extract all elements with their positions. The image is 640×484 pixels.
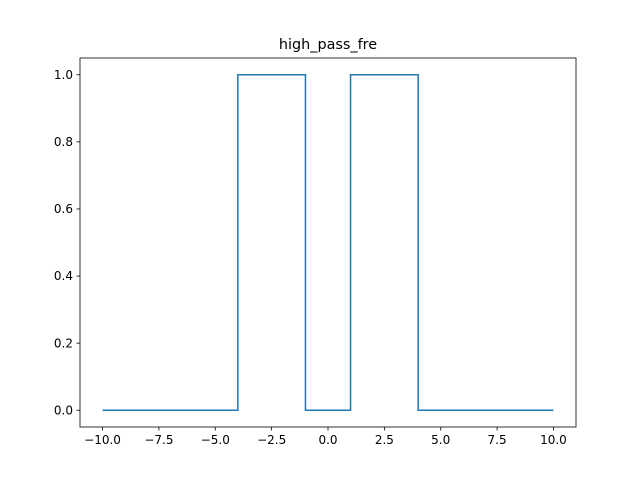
y-tick-label: 0.0 [54, 403, 73, 417]
x-tick-label: 0.0 [318, 433, 337, 447]
y-tick-label: 0.2 [54, 336, 73, 350]
x-tick-label: 10.0 [540, 433, 567, 447]
chart-title: high_pass_fre [279, 37, 377, 53]
y-tick-label: 0.6 [54, 202, 73, 216]
x-tick-label: 5.0 [431, 433, 450, 447]
x-tick-label: −10.0 [84, 433, 121, 447]
x-tick-label: 2.5 [375, 433, 394, 447]
x-tick-label: −7.5 [144, 433, 173, 447]
series-line-0 [102, 74, 554, 411]
x-axis-ticks: −10.0 −7.5 −5.0 −2.5 0.0 2.5 5.0 7.5 10.0 [84, 427, 567, 447]
y-tick-label: 1.0 [54, 68, 73, 82]
y-tick-label: 0.8 [54, 135, 73, 149]
x-tick-label: −2.5 [257, 433, 286, 447]
x-tick-label: 7.5 [488, 433, 507, 447]
y-tick-label: 0.4 [54, 269, 73, 283]
x-tick-label: −5.0 [201, 433, 230, 447]
y-axis-ticks: 0.0 0.2 0.4 0.6 0.8 1.0 [54, 68, 80, 417]
